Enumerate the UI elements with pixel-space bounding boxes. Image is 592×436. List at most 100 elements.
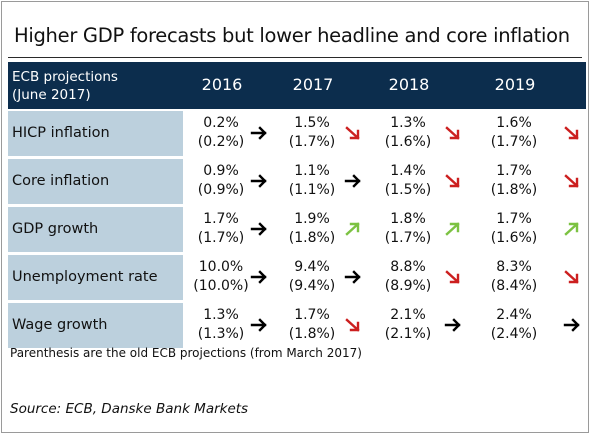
old-projection: (1.1%) — [288, 182, 336, 198]
new-projection: 8.8% — [390, 259, 426, 275]
old-projection: (1.7%) — [197, 230, 245, 246]
table-cell: 1.5% (1.7%) — [279, 114, 345, 152]
new-projection: 8.3% — [496, 259, 532, 275]
header-year-2016: 2016 — [201, 75, 243, 94]
arrow-right-icon — [344, 267, 362, 287]
arrow-up-shape — [345, 222, 360, 236]
table-cell: 2.4% (2.4%) — [481, 306, 547, 344]
old-projection: (0.2%) — [197, 134, 245, 150]
new-projection: 1.3% — [203, 307, 239, 323]
arrow-right-icon — [250, 123, 268, 143]
table-cell: 9.4% (9.4%) — [279, 258, 345, 296]
row-label: HICP inflation — [8, 111, 183, 156]
table-cell: 1.7% (1.7%) — [188, 210, 254, 248]
arrow-right-shape — [444, 318, 461, 332]
new-projection: 1.1% — [294, 163, 330, 179]
new-projection: 1.3% — [390, 115, 426, 131]
old-projection: (10.0%) — [193, 278, 249, 294]
table-row: Wage growth 1.3% (1.3%) 1.7% (1.8%) 2.1% (2.1%… — [8, 303, 586, 348]
header-label: ECB projections (June 2017) — [12, 68, 118, 104]
arrow-right-shape — [250, 222, 267, 236]
arrow-right-shape — [344, 270, 361, 284]
table-cell: 0.9% (0.9%) — [188, 162, 254, 200]
header-year-2019: 2019 — [494, 75, 536, 94]
header-label-line1: ECB projections — [12, 69, 118, 85]
arrow-down-shape — [564, 270, 579, 284]
arrow-right-icon — [563, 315, 581, 335]
arrow-down-icon — [563, 171, 581, 191]
table-cell: 1.7% (1.8%) — [279, 306, 345, 344]
arrow-down-icon — [344, 123, 362, 143]
old-projection: (0.9%) — [197, 182, 245, 198]
arrow-down-shape — [445, 126, 460, 140]
row-label: Wage growth — [8, 303, 183, 348]
table-cell: 1.3% (1.3%) — [188, 306, 254, 344]
arrow-down-shape — [445, 270, 460, 284]
header-year-2018: 2018 — [388, 75, 430, 94]
old-projection: (1.6%) — [384, 134, 432, 150]
new-projection: 1.6% — [496, 115, 532, 131]
new-projection: 1.4% — [390, 163, 426, 179]
table-cell: 1.9% (1.8%) — [279, 210, 345, 248]
old-projection: (2.4%) — [490, 326, 538, 342]
arrow-down-shape — [445, 174, 460, 188]
old-projection: (1.8%) — [490, 182, 538, 198]
old-projection: (2.1%) — [384, 326, 432, 342]
arrow-right-shape — [344, 174, 361, 188]
old-projection: (8.4%) — [490, 278, 538, 294]
figure-title: Higher GDP forecasts but lower headline … — [14, 24, 570, 47]
arrow-down-icon — [444, 267, 462, 287]
arrow-down-icon — [444, 171, 462, 191]
arrow-right-shape — [250, 174, 267, 188]
new-projection: 2.1% — [390, 307, 426, 323]
arrow-down-shape — [564, 126, 579, 140]
old-projection: (9.4%) — [288, 278, 336, 294]
new-projection: 1.5% — [294, 115, 330, 131]
row-label: Core inflation — [8, 159, 183, 204]
table-cell: 1.4% (1.5%) — [375, 162, 441, 200]
new-projection: 1.7% — [294, 307, 330, 323]
table-cell: 8.3% (8.4%) — [481, 258, 547, 296]
new-projection: 9.4% — [294, 259, 330, 275]
arrow-down-icon — [444, 123, 462, 143]
old-projection: (1.7%) — [490, 134, 538, 150]
old-projection: (1.8%) — [288, 326, 336, 342]
table-cell: 0.2% (0.2%) — [188, 114, 254, 152]
row-label: Unemployment rate — [8, 255, 183, 300]
table-header: ECB projections (June 2017) 2016 2017 20… — [8, 62, 586, 109]
footnote: Parenthesis are the old ECB projections … — [10, 346, 362, 360]
arrow-down-shape — [564, 174, 579, 188]
arrow-right-icon — [250, 171, 268, 191]
table-cell: 1.1% (1.1%) — [279, 162, 345, 200]
table-cell: 1.8% (1.7%) — [375, 210, 441, 248]
arrow-up-icon — [344, 219, 362, 239]
arrow-down-icon — [344, 315, 362, 335]
arrow-right-shape — [250, 318, 267, 332]
old-projection: (8.9%) — [384, 278, 432, 294]
arrow-right-shape — [563, 318, 580, 332]
arrow-right-icon — [344, 171, 362, 191]
table-cell: 1.6% (1.7%) — [481, 114, 547, 152]
arrow-up-icon — [444, 219, 462, 239]
arrow-right-icon — [250, 267, 268, 287]
arrow-down-icon — [563, 267, 581, 287]
new-projection: 1.7% — [496, 211, 532, 227]
new-projection: 0.2% — [203, 115, 239, 131]
new-projection: 1.8% — [390, 211, 426, 227]
title-divider — [8, 57, 582, 58]
new-projection: 1.7% — [496, 163, 532, 179]
arrow-right-icon — [250, 219, 268, 239]
arrow-down-icon — [563, 123, 581, 143]
table-row: Core inflation 0.9% (0.9%) 1.1% (1.1%) 1.4% (1… — [8, 159, 586, 204]
table-row: GDP growth 1.7% (1.7%) 1.9% (1.8%) 1.8% (1.7%)… — [8, 207, 586, 252]
table-cell: 1.7% (1.8%) — [481, 162, 547, 200]
row-label: GDP growth — [8, 207, 183, 252]
new-projection: 1.7% — [203, 211, 239, 227]
table-cell: 1.7% (1.6%) — [481, 210, 547, 248]
new-projection: 0.9% — [203, 163, 239, 179]
source-note: Source: ECB, Danske Bank Markets — [10, 401, 249, 417]
table-cell: 10.0% (10.0%) — [188, 258, 254, 296]
new-projection: 2.4% — [496, 307, 532, 323]
table-cell: 1.3% (1.6%) — [375, 114, 441, 152]
